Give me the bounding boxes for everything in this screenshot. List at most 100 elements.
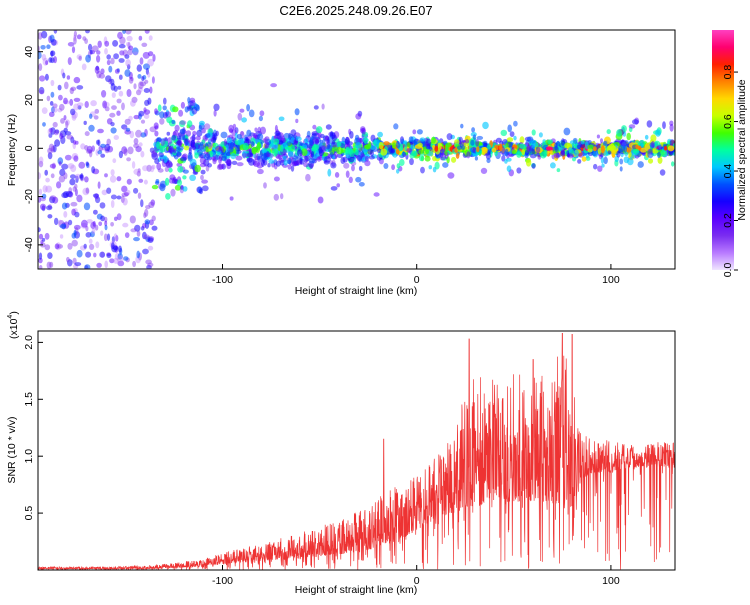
- heatmap-cell: [110, 127, 117, 134]
- heatmap-cell: [229, 196, 234, 201]
- heatmap-cell: [100, 143, 106, 148]
- heatmap-cell: [619, 166, 623, 172]
- heatmap-cell: [157, 168, 164, 173]
- heatmap-cell: [149, 86, 153, 94]
- heatmap-cell: [165, 193, 171, 200]
- heatmap-cell: [75, 175, 79, 183]
- heatmap-cell: [59, 223, 67, 229]
- heatmap-cell: [283, 159, 288, 166]
- heatmap-cell: [83, 243, 87, 249]
- heatmap-cell: [619, 158, 624, 165]
- heatmap-cell: [116, 176, 122, 182]
- heatmap-cell: [74, 173, 81, 180]
- heatmap-cell: [179, 120, 187, 125]
- heatmap-cell: [73, 155, 79, 162]
- heatmap-cell: [70, 86, 77, 92]
- heatmap-cell: [73, 230, 77, 236]
- heatmap-cell: [82, 36, 87, 41]
- heatmap-cell: [505, 143, 509, 149]
- heatmap-cell: [40, 45, 46, 50]
- heatmap-cell: [81, 63, 87, 71]
- heatmap-cell: [455, 152, 460, 159]
- heatmap-cell: [118, 90, 124, 97]
- heatmap-cell: [311, 131, 319, 136]
- heatmap-cell: [45, 177, 50, 183]
- heatmap-cell: [159, 145, 166, 153]
- heatmap-cell: [64, 154, 72, 161]
- heatmap-cell: [354, 149, 359, 156]
- heatmap-cell: [213, 109, 217, 117]
- heatmap-cell: [121, 146, 128, 155]
- heatmap-cell: [89, 243, 95, 250]
- heatmap-cell: [147, 51, 154, 57]
- heatmap-cell: [244, 136, 249, 142]
- heatmap-cell: [168, 145, 172, 153]
- heatmap-cell: [460, 145, 466, 151]
- heatmap-cell: [290, 137, 296, 144]
- heatmap-cell: [261, 148, 268, 154]
- heatmap-cell: [268, 159, 275, 164]
- heatmap-cell: [432, 166, 437, 173]
- heatmap-cell: [41, 107, 48, 114]
- heatmap-cell: [85, 232, 92, 238]
- heatmap-cell: [213, 103, 220, 112]
- heatmap-cell: [275, 160, 281, 167]
- heatmap-cell: [106, 253, 112, 259]
- heatmap-cell: [90, 100, 97, 107]
- heatmap-cell: [146, 164, 152, 172]
- heatmap-cell: [140, 199, 144, 208]
- heatmap-cell: [49, 195, 57, 201]
- heatmap-cell: [121, 102, 125, 111]
- heatmap-cell: [119, 50, 125, 56]
- heatmap-cell: [123, 148, 128, 156]
- snr-multiplier: (x104): [7, 311, 20, 339]
- heatmap-cell: [647, 148, 653, 155]
- snr-multiplier-base: (x10: [8, 318, 20, 339]
- heatmap-cell: [340, 157, 346, 164]
- heatmap-cell: [444, 150, 448, 156]
- heatmap-cell: [218, 156, 222, 164]
- heatmap-cell: [581, 156, 587, 162]
- heatmap-cell: [637, 161, 644, 168]
- heatmap-cell: [46, 205, 53, 211]
- heatmap-cell: [476, 146, 480, 153]
- heatmap-cell: [205, 133, 211, 138]
- heatmap-cell: [239, 108, 245, 113]
- heatmap-cell: [364, 143, 371, 150]
- heatmap-cell: [76, 34, 82, 40]
- heatmap-cell: [114, 68, 120, 74]
- heatmap-cell: [428, 165, 433, 170]
- heatmap-cell: [223, 138, 227, 147]
- heatmap-cell: [419, 137, 426, 142]
- heatmap-cell: [476, 135, 484, 140]
- heatmap-cell: [84, 264, 91, 269]
- heatmap-cell: [106, 54, 111, 60]
- heatmap-cell: [70, 164, 77, 173]
- heatmap-cell: [71, 113, 77, 121]
- heatmap-cell: [198, 120, 205, 126]
- heatmap-cell: [257, 126, 262, 134]
- heatmap-cell: [111, 105, 117, 110]
- heatmap-cell: [86, 219, 93, 224]
- heatmap-cell: [143, 179, 148, 185]
- heatmap-cell: [126, 178, 132, 185]
- heatmap-cell: [201, 179, 209, 184]
- heatmap-cell: [362, 131, 369, 137]
- heatmap-cell: [396, 163, 401, 169]
- heatmap-cell: [45, 185, 53, 193]
- heatmap-cell: [278, 116, 285, 122]
- heatmap-cell: [124, 54, 130, 59]
- heatmap-cell: [58, 161, 62, 166]
- heatmap-y-tick-label: -40: [23, 237, 35, 252]
- heatmap-cell: [635, 144, 639, 149]
- heatmap-cell: [44, 232, 50, 240]
- heatmap-cell: [660, 149, 668, 157]
- heatmap-cell: [92, 220, 96, 227]
- heatmap-cell: [162, 105, 167, 111]
- heatmap-cell: [148, 201, 155, 208]
- heatmap-cell: [166, 131, 171, 136]
- heatmap-cell: [73, 34, 77, 41]
- heatmap-cell: [159, 111, 165, 119]
- heatmap-cell: [78, 55, 82, 61]
- heatmap-cell: [616, 150, 621, 158]
